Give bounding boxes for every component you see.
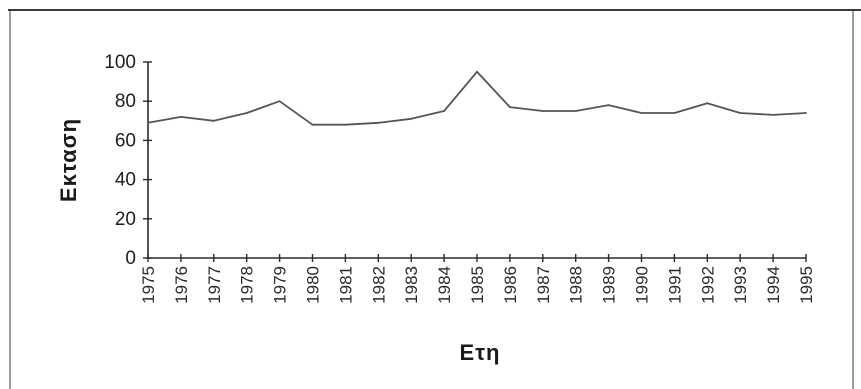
series-line xyxy=(147,70,807,126)
x-tick-label: 1981 xyxy=(336,266,355,304)
x-tick-label: 1980 xyxy=(304,266,323,304)
x-tick-label: 1978 xyxy=(238,266,257,304)
x-tick-label: 1975 xyxy=(139,266,158,304)
data-point xyxy=(410,117,413,120)
x-axis-title: Ετη xyxy=(460,340,501,365)
y-tick-label: 0 xyxy=(125,248,136,269)
x-tick-label: 1976 xyxy=(172,266,191,304)
data-point xyxy=(245,112,248,114)
x-tick-label: 1993 xyxy=(731,266,750,304)
x-tick-label: 1990 xyxy=(633,266,652,304)
data-point xyxy=(706,102,709,105)
data-point xyxy=(476,70,478,73)
y-tick-label: 20 xyxy=(115,209,136,230)
data-point xyxy=(574,110,577,112)
data-point xyxy=(607,104,610,106)
data-point xyxy=(377,121,380,124)
y-axis-title: Εκταση xyxy=(56,118,81,202)
data-point xyxy=(640,112,643,114)
x-tick-label: 1992 xyxy=(698,266,717,304)
x-tick-label: 1987 xyxy=(534,266,553,304)
data-point xyxy=(772,114,774,116)
x-tick-label: 1985 xyxy=(468,266,487,304)
x-tick-label: 1995 xyxy=(797,266,816,304)
x-tick-label: 1991 xyxy=(665,266,684,304)
data-point xyxy=(443,110,445,112)
y-ticks: 0 20 40 60 80 100 xyxy=(104,52,152,269)
data-point xyxy=(541,110,544,112)
series-group xyxy=(147,70,807,126)
data-point xyxy=(278,100,281,103)
x-tick-label: 1983 xyxy=(402,266,421,304)
x-tick-label: 1994 xyxy=(764,266,783,304)
data-point xyxy=(739,112,742,114)
data-point xyxy=(509,106,511,108)
x-tick-label: 1979 xyxy=(271,266,290,304)
x-tick-label: 1982 xyxy=(369,266,388,304)
x-ticks: 1975 1976 1977 1978 1979 1980 1981 1982 1983 1984… xyxy=(139,254,816,304)
data-point xyxy=(673,112,676,114)
data-point xyxy=(805,112,807,114)
x-tick-label: 1977 xyxy=(205,266,224,304)
y-tick-label: 40 xyxy=(115,170,136,191)
data-point xyxy=(147,121,149,124)
x-tick-label: 1989 xyxy=(600,266,619,304)
y-tick-label: 100 xyxy=(104,52,136,73)
x-tick-label: 1988 xyxy=(567,266,586,304)
y-tick-label: 80 xyxy=(115,91,136,112)
data-point xyxy=(180,116,182,118)
y-tick-label: 60 xyxy=(115,130,136,151)
data-point xyxy=(344,123,347,126)
x-tick-label: 1984 xyxy=(435,266,454,304)
x-tick-label: 1986 xyxy=(501,266,520,304)
data-point xyxy=(311,123,314,126)
plot-area: 0 20 40 60 80 100 1975 1976 1977 1978 1979 1980 198… xyxy=(104,52,816,304)
data-point xyxy=(212,119,215,122)
